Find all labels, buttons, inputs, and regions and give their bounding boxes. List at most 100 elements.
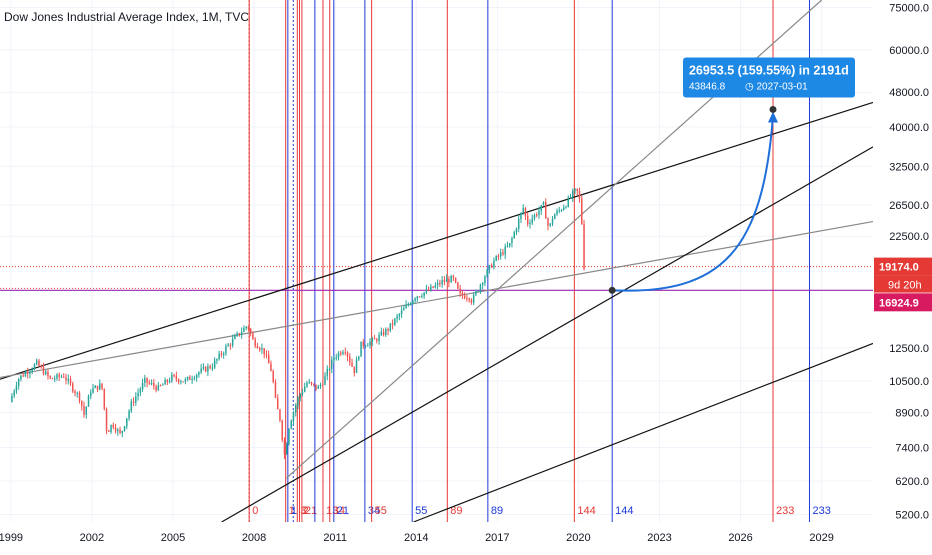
countdown-badge [874,275,932,293]
candle-body [87,395,90,407]
candle-body [292,412,295,421]
candle-body [265,354,268,356]
candle-body [29,371,31,374]
projection-start-point [608,286,616,294]
candle-body [267,354,270,364]
trend-line [0,221,874,379]
candle-body [132,401,135,403]
candle-body [198,372,200,375]
candle-body [141,382,144,390]
candle-body [78,392,81,401]
candle-body [90,392,92,396]
candle-body [53,378,56,380]
candle-body [150,383,153,385]
candle-body [146,377,148,383]
projection-label-target: 43846.8 [689,81,726,92]
time-tick-label: 2023 [647,532,671,544]
candle-body [159,385,162,387]
candle-body [459,288,461,293]
candle-body [294,405,297,413]
candle-body [238,333,241,335]
trend-lines[interactable] [0,0,874,523]
candle-body [200,368,202,373]
candle-body [515,228,518,233]
fib-time-label: 0 [252,505,258,517]
time-tick-label: 2026 [728,532,752,544]
candle-body [583,223,585,270]
candle-body [51,378,54,380]
candle-body [382,331,385,336]
candle-body [76,392,79,394]
projection-label-main: 26953.5 (159.55%) in 2191d [689,63,849,77]
candle-body [312,383,315,385]
candle-body [270,363,272,372]
candle-body [123,426,126,431]
candle-body [461,292,464,296]
candle-body [58,374,60,377]
candle-body [229,344,232,346]
candle-body [486,269,488,277]
candle-body [488,265,491,270]
candle-body [418,296,421,298]
candle-body [81,400,83,406]
time-axis[interactable]: 1999 2002 2005 2008 2011 2014 2017 2020 2023 2026… [0,522,932,550]
candle-body [119,429,121,434]
candle-body [256,345,259,349]
candle-body [421,296,423,298]
fib-time-label: 1 [289,505,295,517]
candle-body [164,379,166,385]
candle-body [506,245,509,247]
candle-body [398,314,401,317]
candle-body [263,348,265,355]
candle-body [135,396,137,403]
candle-body [432,286,434,288]
candle-body [274,381,277,398]
candle-body [22,375,24,377]
candle-body [193,378,196,380]
candle-body [110,424,112,433]
candle-body [364,345,367,347]
candle-body [481,283,484,285]
candle-body [74,391,76,394]
price-levels [0,266,873,291]
candle-body [572,190,574,198]
candle-body [254,339,256,346]
price-tick-label: 7400.0 [895,443,929,455]
candle-body [391,323,394,325]
candle-body [450,275,452,283]
candle-body [389,323,392,331]
candle-body [560,210,563,212]
candle-body [538,210,540,216]
candle-body [472,294,475,303]
projection-label-box [682,57,855,98]
candle-body [529,222,531,225]
candle-body [340,352,342,355]
candle-body [49,375,51,379]
candle-body [38,360,40,367]
projection[interactable]: 26953.5 (159.55%) in 2191d 43846.8 ◷ 2027-… [608,57,855,294]
candles [11,187,585,459]
candle-body [490,265,493,268]
candle-body [425,289,428,293]
candle-body [333,357,335,360]
time-tick-label: 2011 [323,532,347,544]
candle-body [62,376,65,378]
candle-body [245,326,247,328]
candle-body [202,366,205,369]
candle-body [396,316,398,319]
candle-body [47,371,49,376]
candle-body [128,410,130,419]
candle-body [495,255,497,261]
candle-body [400,310,403,315]
candle-body [17,379,20,386]
fib-time-label: 21 [305,505,317,517]
candle-body [373,338,376,340]
candle-body [191,379,193,381]
last-price-badge [874,257,932,276]
candle-body [261,348,263,350]
candle-body [371,338,374,342]
candle-body [72,383,74,392]
